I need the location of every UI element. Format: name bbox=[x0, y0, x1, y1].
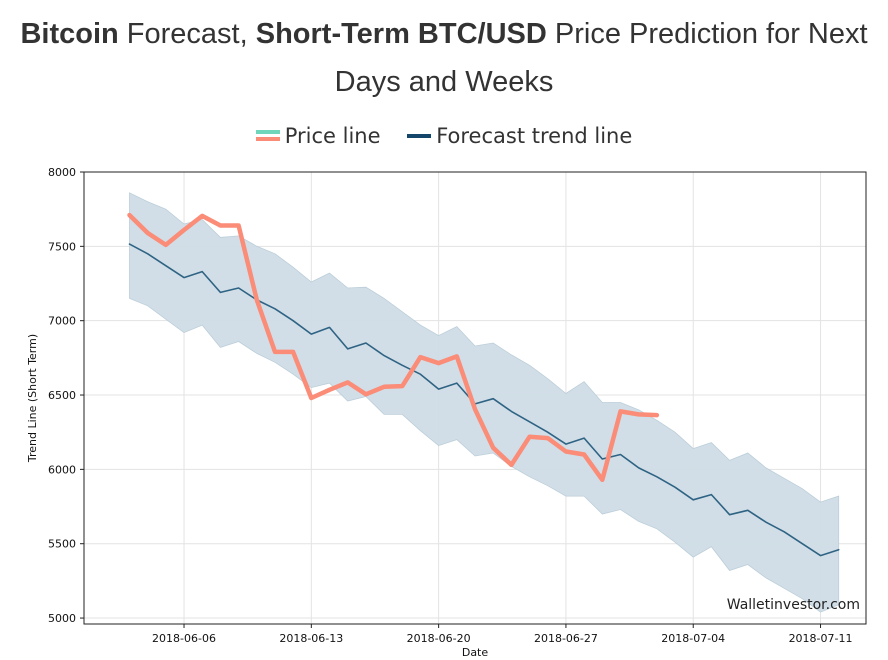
plot-frame bbox=[83, 171, 867, 625]
forecast-line-swatch-icon bbox=[407, 129, 432, 143]
y-axis-ticks: 5000 5500 6000 6500 7000 7500 8000 bbox=[48, 166, 84, 625]
y-tick-label: 6500 bbox=[48, 389, 76, 402]
watermark-text: Walletinvestor.com bbox=[727, 597, 860, 613]
x-axis-label: Date bbox=[462, 646, 489, 659]
legend-label-price-line: Price line bbox=[284, 124, 381, 148]
y-tick-label: 7000 bbox=[48, 315, 76, 328]
x-tick-label: 2018-07-04 bbox=[661, 632, 725, 645]
confidence-band bbox=[129, 192, 840, 613]
legend-item-price-line[interactable]: Price line bbox=[255, 124, 381, 148]
y-tick-label: 6000 bbox=[48, 463, 76, 476]
page-title: Bitcoin Forecast, Short-Term BTC/USD Pri… bbox=[0, 10, 888, 106]
forecast-band bbox=[129, 192, 840, 613]
price-line-swatch-icon bbox=[255, 129, 280, 143]
y-tick-label: 7500 bbox=[48, 240, 76, 253]
title-bold-bitcoin: Bitcoin bbox=[20, 18, 119, 50]
x-tick-label: 2018-07-11 bbox=[789, 632, 853, 645]
series-lines bbox=[127, 212, 840, 557]
x-tick-label: 2018-06-06 bbox=[152, 632, 216, 645]
title-text-prediction: Price Prediction for Next Days and Weeks bbox=[334, 18, 868, 98]
x-tick-label: 2018-06-27 bbox=[534, 632, 598, 645]
legend-item-forecast-trend-line[interactable]: Forecast trend line bbox=[407, 124, 632, 148]
x-tick-label: 2018-06-20 bbox=[407, 632, 471, 645]
price-line bbox=[127, 212, 660, 483]
forecast-trend-line bbox=[128, 243, 840, 557]
legend-label-forecast-trend-line: Forecast trend line bbox=[436, 124, 633, 148]
y-tick-label: 5000 bbox=[48, 612, 76, 625]
y-tick-label: 8000 bbox=[48, 166, 76, 179]
x-axis-ticks: 2018-06-06 2018-06-13 2018-06-20 2018-06-27… bbox=[152, 624, 853, 645]
y-tick-label: 5500 bbox=[48, 538, 76, 551]
title-text-forecast: Forecast, bbox=[118, 18, 256, 50]
x-tick-label: 2018-06-13 bbox=[279, 632, 343, 645]
chart-legend: Price line Forecast trend line bbox=[0, 124, 888, 148]
y-axis-label: Trend Line (Short Term) bbox=[26, 334, 39, 463]
title-bold-btcusd: Short-Term BTC/USD bbox=[255, 18, 547, 50]
